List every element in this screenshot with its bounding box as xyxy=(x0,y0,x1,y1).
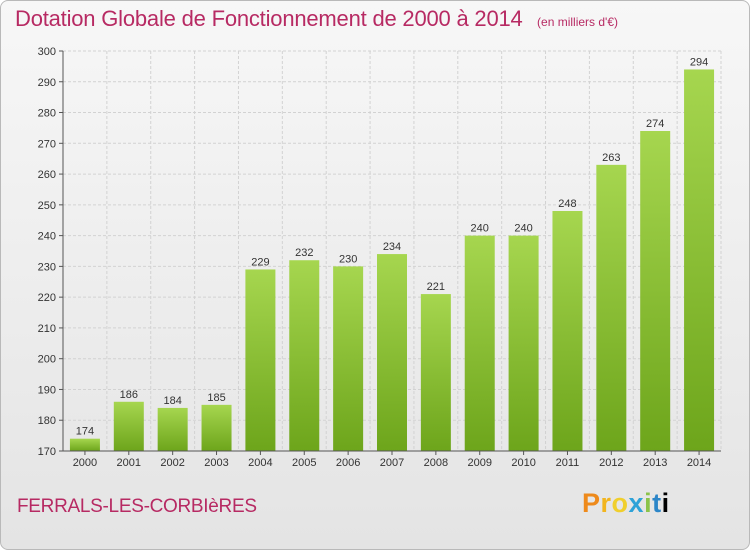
chart-subtitle: (en milliers d'€) xyxy=(537,15,619,29)
y-tick-label: 210 xyxy=(38,323,56,335)
data-label-2003: 185 xyxy=(207,392,225,404)
bar-2012 xyxy=(596,164,627,451)
bar-2001 xyxy=(113,401,144,451)
bar-layer: 174 186 184 185 229 232 230 234 221 240 240 248 263 2… xyxy=(69,56,715,451)
x-tick-label-2014: 2014 xyxy=(687,457,711,469)
y-tick-label: 260 xyxy=(38,169,56,181)
bar-2005 xyxy=(289,260,320,451)
bar-2006 xyxy=(333,266,364,451)
y-tick-label: 280 xyxy=(38,108,56,120)
y-tick-label: 270 xyxy=(38,138,56,150)
y-tick-label: 290 xyxy=(38,77,56,89)
y-tick-label: 300 xyxy=(38,46,56,58)
proxiti-logo: Proxiti xyxy=(582,488,670,518)
data-label-2004: 229 xyxy=(251,256,269,268)
x-tick-label-2000: 2000 xyxy=(73,457,97,469)
data-label-2013: 274 xyxy=(646,118,664,130)
data-label-2005: 232 xyxy=(295,247,313,259)
bar-2009 xyxy=(464,235,495,451)
x-tick-label-2010: 2010 xyxy=(511,457,535,469)
y-tick-label: 250 xyxy=(38,200,56,212)
bar-2004 xyxy=(245,269,276,451)
x-tick-label-2004: 2004 xyxy=(248,457,272,469)
data-label-2014: 294 xyxy=(690,56,708,68)
bar-2011 xyxy=(552,211,583,451)
bar-2013 xyxy=(640,131,671,451)
y-tick-label: 170 xyxy=(38,446,56,458)
bar-2014 xyxy=(684,69,715,451)
bar-2010 xyxy=(508,235,539,451)
bar-2002 xyxy=(157,407,188,451)
data-label-2009: 240 xyxy=(471,223,489,235)
x-tick-label-2007: 2007 xyxy=(380,457,404,469)
x-tick-label-2005: 2005 xyxy=(292,457,316,469)
data-label-2002: 184 xyxy=(163,395,181,407)
x-tick-label-2013: 2013 xyxy=(643,457,667,469)
axis-layer: 170 180 190 200 210 220 230 240 250 260 270 280 290 3… xyxy=(38,46,721,469)
commune-name: FERRALS-LES-CORBIèRES xyxy=(17,496,257,517)
y-tick-label: 200 xyxy=(38,354,56,366)
title-row: Dotation Globale de Fonctionnement de 20… xyxy=(15,6,618,32)
x-tick-label-2001: 2001 xyxy=(117,457,141,469)
x-tick-label-2002: 2002 xyxy=(160,457,184,469)
x-tick-label-2012: 2012 xyxy=(599,457,623,469)
data-label-2011: 248 xyxy=(558,198,576,210)
y-tick-label: 220 xyxy=(38,292,56,304)
bar-2003 xyxy=(201,404,232,451)
data-label-2001: 186 xyxy=(120,389,138,401)
data-label-2006: 230 xyxy=(339,253,357,265)
y-tick-label: 230 xyxy=(38,261,56,273)
y-tick-label: 180 xyxy=(38,415,56,427)
bar-2000 xyxy=(69,438,100,451)
chart-title: Dotation Globale de Fonctionnement de 20… xyxy=(15,6,523,31)
data-label-2000: 174 xyxy=(76,426,94,438)
x-tick-label-2009: 2009 xyxy=(467,457,491,469)
data-label-2007: 234 xyxy=(383,241,401,253)
data-label-2008: 221 xyxy=(427,281,445,293)
y-tick-label: 240 xyxy=(38,231,56,243)
bar-2008 xyxy=(420,294,451,451)
bar-2007 xyxy=(377,254,407,451)
x-tick-label-2008: 2008 xyxy=(424,457,448,469)
data-label-2010: 240 xyxy=(514,223,532,235)
x-tick-label-2006: 2006 xyxy=(336,457,360,469)
x-tick-label-2011: 2011 xyxy=(556,457,580,469)
x-tick-label-2003: 2003 xyxy=(204,457,228,469)
y-tick-label: 190 xyxy=(38,384,56,396)
data-label-2012: 263 xyxy=(602,152,620,164)
